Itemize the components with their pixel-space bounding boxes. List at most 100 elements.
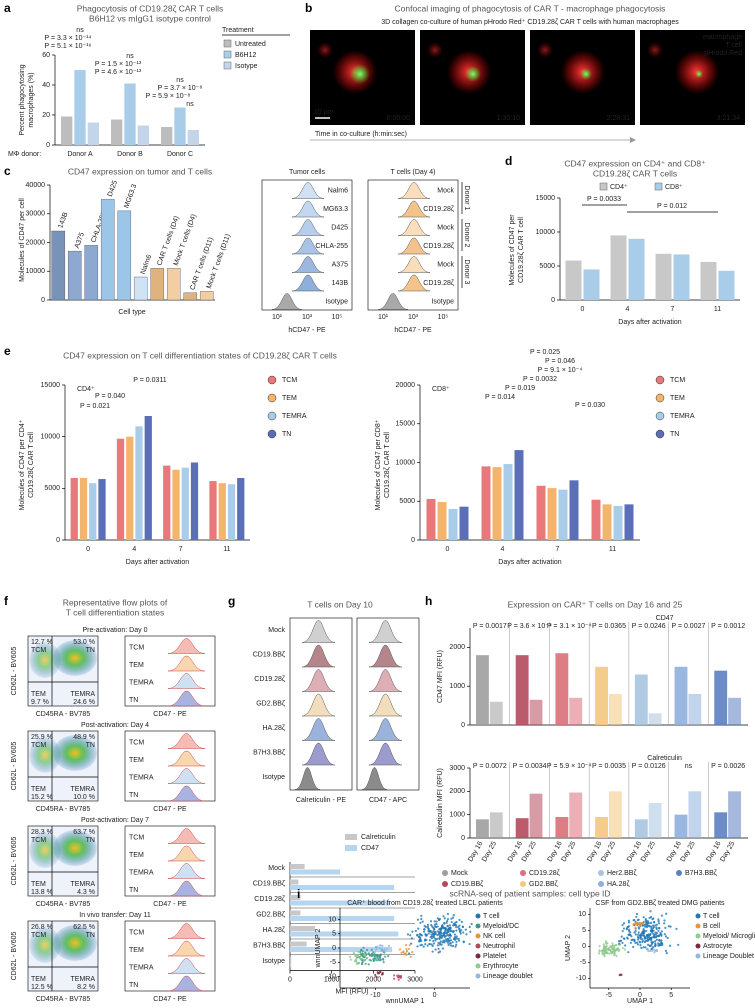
legend-label: CD8⁺ xyxy=(665,184,683,191)
panel-label: b xyxy=(305,1,312,15)
histogram-curve xyxy=(167,768,206,784)
histogram-row-label: Mock xyxy=(437,224,454,231)
cell-dot xyxy=(460,920,463,923)
quadrant-name: TEMRA xyxy=(71,976,96,983)
cell-dot xyxy=(622,922,626,925)
quadrant-percent: 53.0 % xyxy=(73,639,95,646)
legend-marker xyxy=(475,913,481,919)
cell-dot xyxy=(354,959,357,962)
x-axis-label: UMAP 1 xyxy=(627,998,653,1005)
row-label: B7H3.BBζ xyxy=(253,942,285,949)
bar xyxy=(674,666,688,725)
cell-dot xyxy=(637,933,640,936)
cell-dot xyxy=(657,922,661,925)
group-label: CD47 xyxy=(656,615,674,622)
cell-dot xyxy=(438,919,441,922)
row-label: GD2.BBζ xyxy=(256,700,285,707)
cell-dot xyxy=(373,955,376,958)
y-tick-label: 2000 xyxy=(449,788,465,795)
cell-dot xyxy=(441,925,444,929)
cell-dot xyxy=(628,933,631,936)
quadrant-percent: 9.7 % xyxy=(31,699,49,706)
y-tick-label: 0 xyxy=(41,297,45,304)
y-axis-label: wnnUMAP 2 xyxy=(315,929,322,969)
legend-swatch xyxy=(223,61,232,70)
bar xyxy=(51,230,66,301)
subset-label: CD4⁺ xyxy=(77,386,95,393)
cell-dot xyxy=(436,934,439,937)
bar xyxy=(100,199,115,301)
cell-dot xyxy=(422,930,426,933)
cell-dot xyxy=(470,922,473,926)
cell-dot xyxy=(660,914,664,917)
cell-dot xyxy=(649,915,653,919)
cell-dot xyxy=(416,933,419,936)
cell-dot xyxy=(380,973,384,976)
legend-marker xyxy=(475,953,481,959)
legend-marker xyxy=(267,375,277,385)
histogram-row-label: CD19.28ζ xyxy=(423,243,454,250)
cell-dot xyxy=(613,946,616,949)
cell-dot xyxy=(669,925,672,928)
cell-dot xyxy=(419,932,422,936)
cell-dot xyxy=(602,949,605,952)
cell-dot xyxy=(426,925,429,928)
y-axis-label: CD62L - BV605 xyxy=(11,932,18,981)
legend-label: Astrocyte xyxy=(703,943,732,950)
legend-swatch xyxy=(345,834,357,840)
cell-dot xyxy=(613,948,616,952)
cell-dot xyxy=(638,925,641,928)
quadrant-name: TN xyxy=(86,742,95,749)
histogram-row-label: CD19.28ζ xyxy=(423,280,454,287)
donor-label: Donor 2 xyxy=(463,223,470,248)
x-axis-label: CD45RA - BV785 xyxy=(36,806,91,813)
cell-dot xyxy=(432,942,436,945)
x-tick-label: 0 xyxy=(446,546,450,553)
cell-dot xyxy=(378,956,382,960)
cell-dot xyxy=(668,944,672,947)
y-tick-label: 40 xyxy=(42,82,50,89)
cell-dot xyxy=(435,920,438,923)
cell-dot xyxy=(627,921,631,924)
panel-title: Expression on CAR⁺ T cells on Day 16 and… xyxy=(508,599,683,609)
y-tick-label: 5000 xyxy=(44,485,60,492)
cell-dot xyxy=(660,930,663,933)
cell-dot xyxy=(639,941,642,944)
histogram-curve xyxy=(167,733,206,749)
cell-dot xyxy=(368,958,371,961)
cell-dot xyxy=(609,948,612,952)
bar xyxy=(728,791,741,838)
x-tick-label: 11 xyxy=(609,546,616,553)
legend-label: T cell xyxy=(703,913,720,920)
y-tick-label: 20 xyxy=(42,112,50,119)
cell-dot xyxy=(441,934,444,937)
cell-dot xyxy=(363,954,367,957)
quadrant-percent: 10.0 % xyxy=(73,794,95,801)
cell-dot xyxy=(378,946,381,950)
histogram-curve xyxy=(167,750,206,767)
cell-dot xyxy=(447,943,450,947)
cell-dot xyxy=(622,937,626,940)
bar xyxy=(116,438,125,540)
p-value: P = 1.5 × 10⁻¹³ xyxy=(95,61,142,68)
panel-label: d xyxy=(505,154,512,168)
cell-dot xyxy=(613,953,616,956)
bar xyxy=(117,210,132,301)
bar xyxy=(290,895,301,900)
cell-dot xyxy=(387,955,390,958)
cell-dot xyxy=(408,944,411,947)
p-value: P = 5.9 × 10⁻⁸ xyxy=(146,93,191,100)
y-tick-label: 10000 xyxy=(396,459,416,466)
cell-dot xyxy=(621,947,625,950)
p-value: P = 0.030 xyxy=(575,402,605,409)
cell-dot xyxy=(647,933,650,936)
x-tick-label: 0 xyxy=(288,976,292,983)
histogram-curve xyxy=(301,669,336,692)
bar xyxy=(290,916,395,921)
cell-dot xyxy=(650,938,653,941)
cell-dot xyxy=(653,951,656,954)
cell-dot xyxy=(609,946,613,949)
cell-dot xyxy=(380,949,383,952)
bar xyxy=(648,803,662,838)
cell-dot xyxy=(420,939,423,942)
